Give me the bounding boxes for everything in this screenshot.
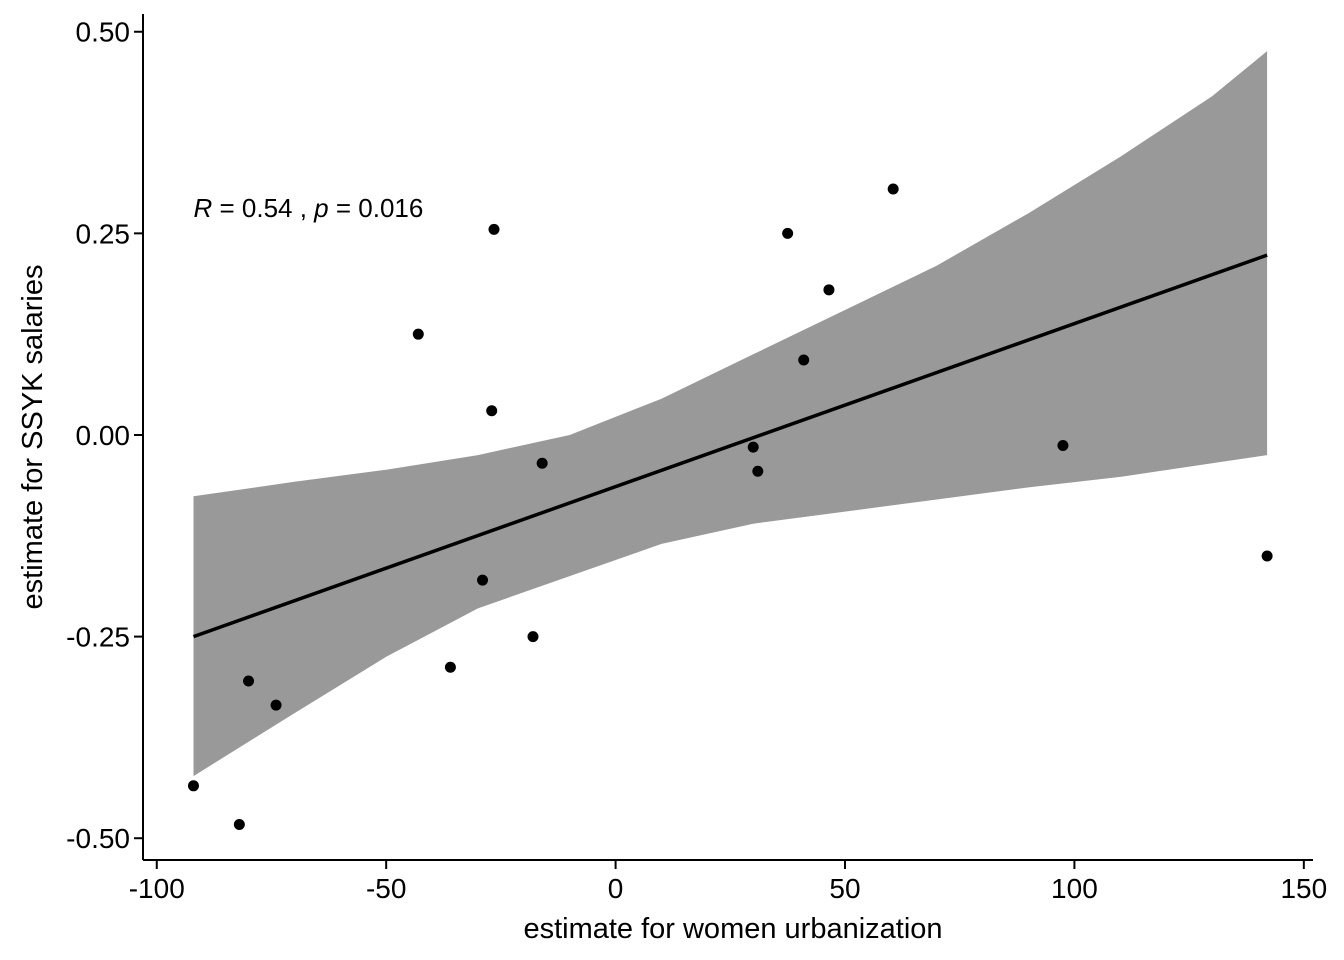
x-axis-title: estimate for women urbanization	[523, 913, 942, 945]
regression-line	[192, 253, 1268, 639]
data-point-7	[477, 574, 489, 586]
annotation-p-text: = 0.016	[329, 193, 424, 223]
y-tick-label: 0.00	[76, 420, 131, 451]
data-point-18	[1057, 439, 1069, 451]
x-tick-label: 0	[608, 873, 624, 904]
annotation-p-symbol: p	[313, 193, 328, 223]
correlation-annotation: R = 0.54 , p = 0.016	[193, 193, 423, 223]
y-tick-label: 0.50	[76, 17, 131, 48]
confidence-band-layer	[193, 51, 1268, 777]
axes-layer	[142, 14, 1313, 861]
data-point-16	[823, 284, 835, 296]
data-point-3	[243, 675, 255, 687]
x-tick-label: 100	[1051, 873, 1098, 904]
data-point-6	[444, 661, 456, 673]
data-point-5	[412, 328, 424, 340]
x-tick-label: 50	[829, 873, 860, 904]
x-tick-label: 150	[1280, 873, 1327, 904]
points-layer	[187, 183, 1273, 831]
data-point-2	[233, 819, 245, 831]
fit-line-layer	[192, 253, 1268, 639]
data-point-4	[270, 699, 282, 711]
x-tick-label: -100	[129, 873, 185, 904]
data-point-8	[486, 405, 498, 417]
y-axis-title: estimate for SSYK salaries	[17, 265, 49, 610]
ticks-layer: -100 -50 0 50 100 150 0.50 0.25 0.00 -0.25 -0.50	[66, 17, 1327, 904]
y-tick-label: -0.50	[66, 823, 130, 854]
data-point-15	[798, 354, 810, 366]
data-point-19	[1261, 550, 1273, 562]
data-point-9	[488, 223, 500, 235]
x-tick-label: -50	[366, 873, 406, 904]
annotation-r-symbol: R	[193, 193, 212, 223]
data-point-17	[887, 183, 899, 195]
data-point-11	[536, 457, 548, 469]
data-point-13	[752, 465, 764, 477]
data-point-14	[782, 227, 794, 239]
confidence-band	[193, 51, 1268, 777]
data-point-12	[747, 441, 759, 453]
data-point-1	[187, 780, 199, 792]
data-point-10	[527, 631, 539, 643]
y-tick-label: 0.25	[76, 218, 131, 249]
y-tick-label: -0.25	[66, 622, 130, 653]
annotation-r-text: = 0.54 ,	[212, 193, 314, 223]
